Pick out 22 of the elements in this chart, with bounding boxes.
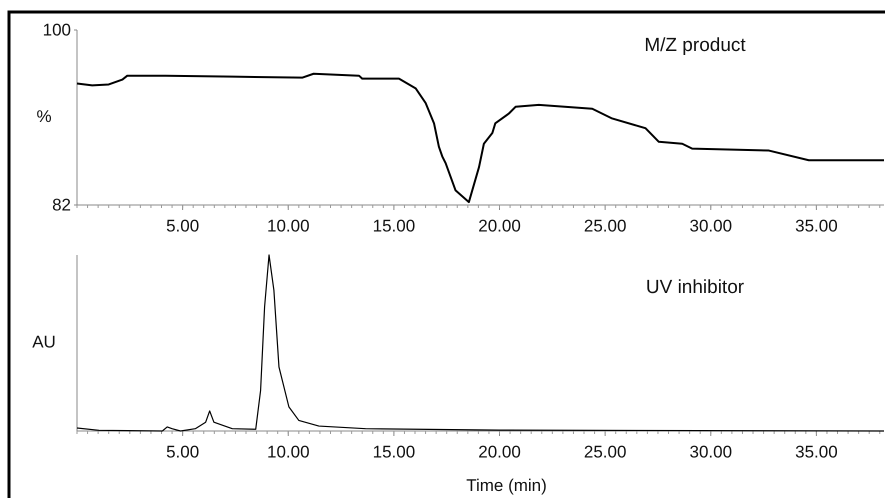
- x-tick-label: 30.00: [689, 216, 732, 236]
- y-axis-title: AU: [32, 332, 56, 352]
- x-tick-label: 25.00: [584, 216, 626, 236]
- x-tick-label: 10.00: [266, 216, 310, 236]
- x-axis-title: Time (min): [466, 476, 547, 495]
- line-series: [76, 72, 885, 204]
- x-tick-label: 25.00: [584, 442, 626, 462]
- x-tick-label: 10.00: [266, 442, 310, 462]
- x-tick-label: 5.00: [166, 216, 200, 236]
- annotation: M/Z product: [644, 35, 746, 56]
- x-tick-label: 5.00: [166, 442, 200, 462]
- x-tick-label: 15.00: [372, 216, 416, 236]
- x-tick-label: 20.00: [478, 216, 521, 236]
- x-tick-label: 20.00: [478, 442, 521, 462]
- x-tick-label: 35.00: [795, 442, 838, 462]
- x-tick-label: 15.00: [372, 442, 416, 462]
- x-tick-label: 35.00: [795, 216, 838, 236]
- y-axis-title: %: [36, 106, 52, 126]
- y-tick-label: 100: [42, 20, 71, 40]
- y-tick-label: 82: [52, 195, 71, 214]
- x-tick-label: 30.00: [689, 442, 732, 462]
- annotation: UV inhibitor: [646, 277, 745, 298]
